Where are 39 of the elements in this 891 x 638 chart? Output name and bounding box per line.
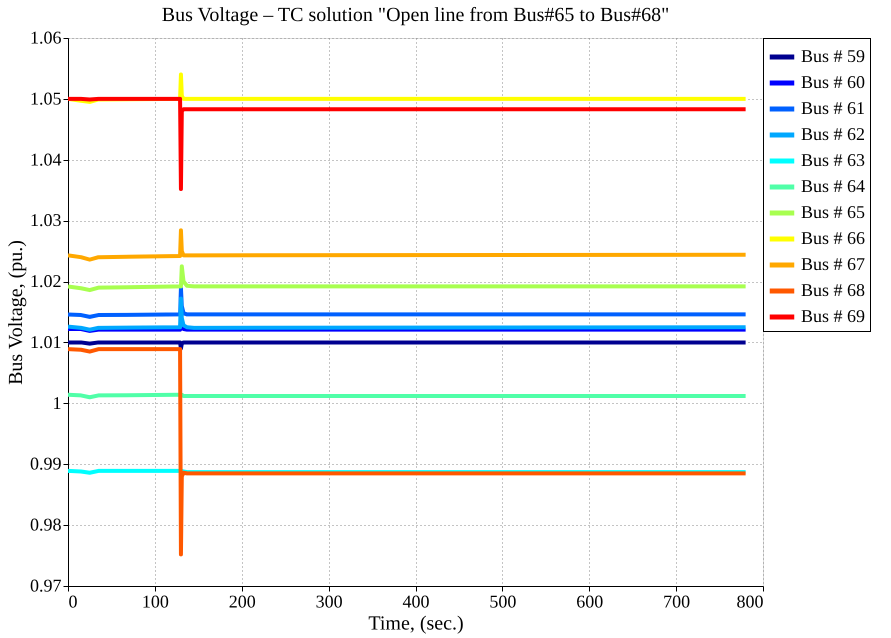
chart-title: Bus Voltage – TC solution "Open line from Bus#65 to Bus#68" [162, 4, 670, 26]
x-tick-label: 200 [228, 592, 256, 612]
y-tick-label: 1.01 [30, 332, 62, 352]
y-tick-label: 1 [52, 392, 62, 413]
legend-label: Bus # 59 [801, 46, 866, 66]
legend-label: Bus # 62 [801, 124, 866, 144]
x-tick-label: 0 [68, 592, 78, 612]
line-series [68, 264, 748, 292]
line-series [68, 228, 748, 262]
x-axis-title: Time, (sec.) [368, 612, 464, 634]
y-axis-title: Bus Voltage, (pu.) [5, 240, 27, 385]
y-tick-label: 1.06 [30, 28, 62, 48]
legend-label: Bus # 60 [801, 72, 866, 92]
y-tick-label: 1.02 [30, 271, 62, 292]
legend-label: Bus # 61 [801, 98, 866, 118]
line-series [68, 296, 748, 332]
x-tick-label: 500 [489, 592, 516, 612]
x-tick-label: 300 [316, 592, 343, 612]
y-tick-label: 0.97 [30, 576, 62, 596]
line-series [68, 96, 748, 192]
y-tick-label: 1.03 [30, 210, 62, 230]
x-tick-label: 400 [402, 592, 430, 612]
legend-label: Bus # 68 [801, 280, 866, 300]
line-series [68, 347, 748, 556]
y-tick-label: 1.04 [30, 149, 62, 170]
x-tick-label: 800 [736, 592, 764, 612]
legend-label: Bus # 63 [801, 150, 866, 170]
legend-label: Bus # 69 [801, 306, 866, 326]
legend-label: Bus # 64 [801, 176, 866, 196]
legend-label: Bus # 65 [801, 202, 866, 222]
x-tick-label: 100 [142, 592, 169, 612]
y-tick-label: 0.99 [30, 454, 62, 474]
y-tick-label: 0.98 [30, 514, 62, 535]
legend-label: Bus # 66 [801, 228, 866, 248]
line-series [68, 286, 748, 319]
x-tick-label: 700 [663, 592, 690, 612]
y-tick-label: 1.05 [30, 88, 62, 108]
legend-label: Bus # 67 [801, 254, 866, 274]
x-tick-label: 600 [576, 592, 604, 612]
